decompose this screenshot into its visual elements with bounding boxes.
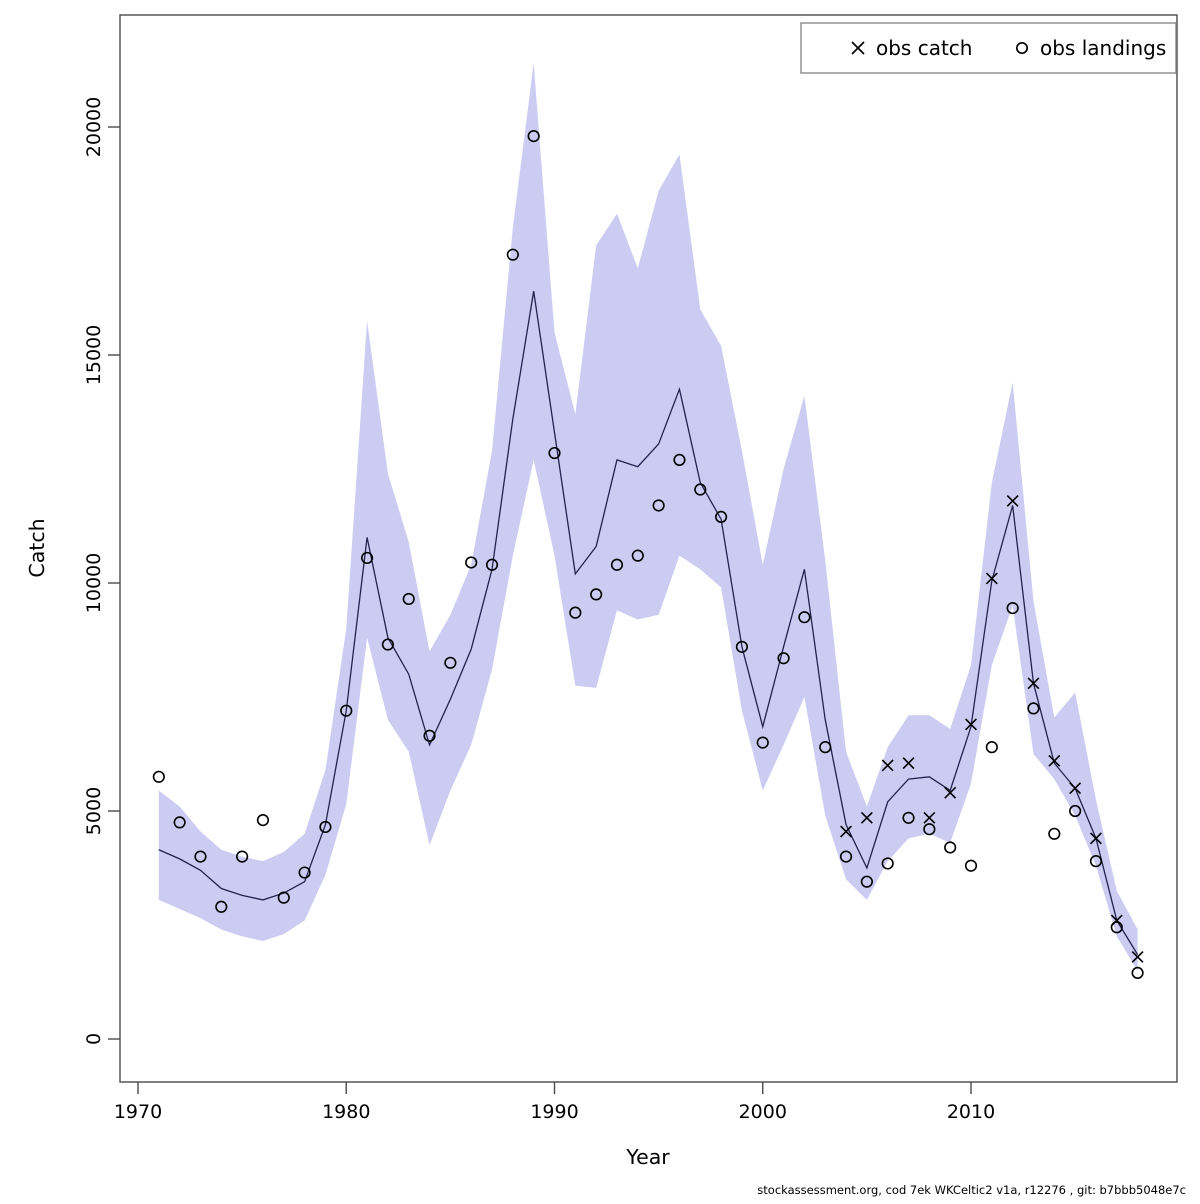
- y-axis-title: Catch: [25, 518, 49, 577]
- obs-landings-point: [402, 592, 415, 606]
- y-axis-tick-label: 5000: [83, 787, 105, 835]
- obs-landings-point: [1069, 804, 1082, 818]
- obs-landings-point: [839, 850, 853, 863]
- obs-landings-point: [610, 558, 624, 571]
- obs-landings-point: [173, 816, 186, 829]
- obs-landings-point: [1131, 966, 1144, 979]
- obs-landings-point: [194, 850, 207, 863]
- confidence-band: [158, 63, 1138, 971]
- obs-landings-point: [465, 556, 478, 569]
- plot-border: [119, 14, 1178, 1083]
- obs-landings-point: [860, 875, 873, 888]
- obs-catch-point: [840, 825, 853, 838]
- obs-landings-point: [548, 446, 561, 460]
- obs-landings-point: [777, 652, 790, 665]
- y-axis-tick-label: 10000: [83, 553, 105, 613]
- axes: 1970 1980 1990 2000 2010 0 5000 10000 15000 20000: [83, 97, 995, 1123]
- obs-landings-point: [652, 499, 665, 512]
- x-axis-tick-label: 2010: [947, 1101, 995, 1123]
- obs-landings-point: [1048, 827, 1061, 840]
- obs-landings-point: [756, 736, 769, 749]
- estimated-catch-path: [158, 291, 1139, 955]
- obs-landings-marker-icon: [1015, 41, 1029, 55]
- obs-landings-point: [485, 558, 499, 571]
- obs-landings-point: [631, 549, 644, 562]
- x-axis-tick-label: 2000: [739, 1101, 787, 1123]
- legend-label-obs-landings: obs landings: [1040, 36, 1166, 60]
- obs-landings-point: [236, 850, 249, 863]
- y-axis-tick-label: 20000: [83, 97, 105, 157]
- estimated-catch-line: [158, 291, 1139, 955]
- x-axis-tick-label: 1980: [322, 1101, 370, 1123]
- obs-landings-point: [944, 841, 957, 854]
- obs-catch-point: [860, 811, 873, 824]
- y-axis-tick-label: 15000: [83, 325, 105, 385]
- obs-catch-point: [1006, 494, 1019, 507]
- obs-landings-point: [1027, 702, 1040, 715]
- obs-landings-point: [735, 640, 749, 653]
- x-axis-title: Year: [625, 1145, 670, 1169]
- obs-catch-markers: [840, 494, 1144, 963]
- obs-catch-point: [1131, 950, 1144, 963]
- obs-catch-point: [902, 757, 915, 770]
- x-axis-tick-label: 1970: [114, 1101, 162, 1123]
- obs-landings-point: [881, 857, 894, 870]
- obs-landings-point: [277, 891, 290, 904]
- obs-landings-point: [902, 811, 915, 824]
- obs-landings-point: [673, 453, 686, 466]
- x-axis-tick-label: 1990: [530, 1101, 578, 1123]
- obs-catch-point: [1048, 754, 1061, 767]
- obs-landings-point: [1006, 601, 1019, 615]
- obs-landings-point: [527, 130, 540, 143]
- obs-landings-point: [256, 814, 270, 827]
- confidence-band-area: [158, 63, 1138, 971]
- y-axis-tick-label: 0: [83, 1033, 105, 1045]
- obs-landings-point: [590, 588, 603, 601]
- legend-box: [800, 22, 1177, 74]
- obs-landings-point: [1089, 855, 1103, 868]
- obs-landings-point: [423, 729, 436, 742]
- obs-landings-point: [923, 823, 936, 836]
- obs-catch-point: [881, 759, 894, 772]
- obs-catch-point: [1110, 914, 1123, 927]
- obs-catch-point: [1069, 782, 1082, 795]
- obs-landings-point: [964, 859, 978, 872]
- obs-catch-point: [985, 572, 998, 585]
- obs-landings-point: [1110, 921, 1123, 934]
- obs-landings-point: [298, 866, 311, 879]
- obs-catch-point: [1027, 677, 1040, 690]
- obs-catch-point: [965, 718, 977, 731]
- obs-landings-point: [798, 611, 811, 624]
- obs-landings-point: [506, 248, 519, 261]
- obs-landings-point: [381, 638, 395, 651]
- obs-landings-point: [360, 551, 374, 565]
- obs-landings-point: [819, 741, 832, 754]
- footer-attribution: stockassessment.org, cod 7ek WKCeltic2 v…: [757, 1183, 1186, 1197]
- obs-landings-point: [340, 704, 353, 717]
- obs-landings-point: [319, 820, 332, 834]
- obs-catch-point: [1089, 832, 1102, 845]
- obs-landings-point: [569, 606, 582, 619]
- obs-landings-markers: [152, 130, 1144, 979]
- obs-landings-point: [694, 483, 707, 496]
- obs-landings-point: [152, 770, 165, 783]
- legend: obs catch obs landings: [800, 22, 1177, 74]
- obs-landings-point: [215, 900, 228, 913]
- obs-landings-point: [714, 510, 728, 523]
- obs-landings-point: [985, 741, 998, 754]
- obs-catch-point: [923, 811, 936, 824]
- obs-catch-marker-icon: [851, 41, 865, 55]
- obs-catch-point: [944, 786, 957, 799]
- obs-landings-point: [444, 656, 457, 669]
- legend-label-obs-catch: obs catch: [876, 36, 972, 60]
